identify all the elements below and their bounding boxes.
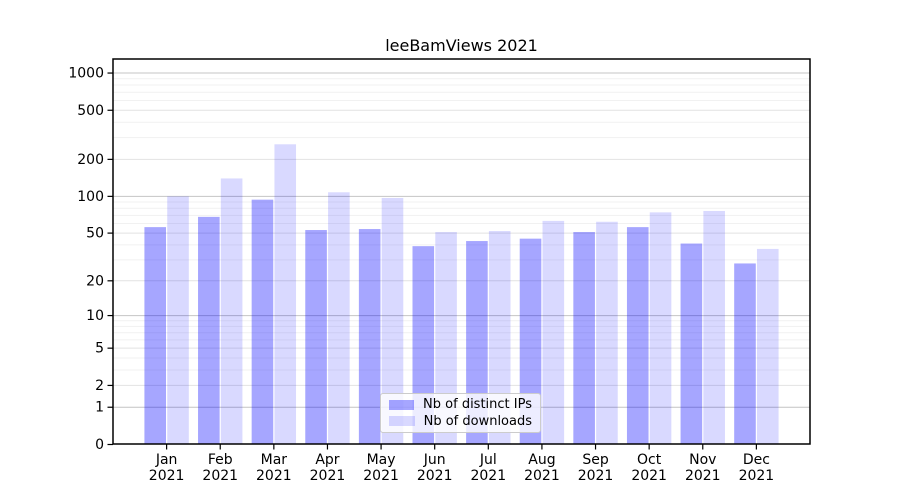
x-tick-label-year: 2021 — [524, 468, 560, 484]
x-tick-label-month: Sep — [582, 452, 609, 468]
bar-downloads — [381, 197, 404, 444]
bar-downloads — [167, 196, 189, 444]
bar-distinct-ips — [573, 232, 595, 444]
bar-downloads — [435, 232, 457, 444]
legend-item-downloads: Nb of downloads — [389, 414, 532, 429]
y-tick-label: 10 — [86, 308, 104, 324]
x-tick-label-month: Dec — [743, 452, 770, 468]
y-tick-label: 200 — [77, 152, 104, 168]
legend-item-distinct-ips: Nb of distinct IPs — [389, 397, 532, 412]
bar-distinct-ips — [680, 243, 703, 444]
x-tick-label-year: 2021 — [310, 468, 346, 484]
y-tick-label: 0 — [95, 437, 104, 453]
bar-distinct-ips — [734, 263, 756, 444]
bar-distinct-ips — [251, 199, 274, 444]
y-tick-label: 5 — [95, 341, 104, 357]
x-tick-label-month: Jul — [479, 452, 497, 468]
bar-downloads — [274, 144, 297, 444]
x-tick-label-month: Oct — [637, 452, 662, 468]
legend-label-distinct-ips: Nb of distinct IPs — [423, 397, 532, 413]
legend: Nb of distinct IPs Nb of downloads — [380, 393, 541, 433]
x-tick-label-year: 2021 — [202, 468, 238, 484]
y-tick-label: 1 — [95, 400, 104, 416]
bar-distinct-ips — [519, 238, 542, 444]
bar-downloads — [596, 221, 618, 444]
legend-label-downloads: Nb of downloads — [423, 413, 532, 429]
bar-downloads — [220, 178, 243, 444]
bar-downloads — [703, 210, 725, 444]
bar-downloads — [649, 212, 672, 444]
bar-distinct-ips — [198, 216, 220, 444]
x-tick-label-month: Aug — [528, 452, 555, 468]
x-tick-label-year: 2021 — [470, 468, 506, 484]
chart-title: leeBamViews 2021 — [385, 36, 538, 55]
legend-swatch-downloads — [389, 416, 415, 427]
y-tick-label: 50 — [86, 226, 104, 242]
x-tick-label-month: Feb — [208, 452, 233, 468]
bar-downloads — [328, 192, 350, 444]
x-tick-label-year: 2021 — [417, 468, 453, 484]
x-tick-label-year: 2021 — [739, 468, 775, 484]
y-tick-label: 1000 — [68, 66, 104, 82]
x-tick-label-year: 2021 — [256, 468, 292, 484]
x-tick-label-year: 2021 — [631, 468, 667, 484]
x-tick-label-year: 2021 — [149, 468, 185, 484]
bar-downloads — [756, 248, 779, 444]
x-tick-label-month: Nov — [689, 452, 716, 468]
x-tick-label-year: 2021 — [363, 468, 399, 484]
y-tick-label: 20 — [86, 273, 104, 289]
x-tick-label-month: Jun — [423, 452, 446, 468]
bar-distinct-ips — [144, 227, 167, 444]
x-tick-label-month: Mar — [261, 452, 288, 468]
bar-distinct-ips — [358, 229, 381, 444]
x-tick-label-year: 2021 — [578, 468, 614, 484]
y-tick-label: 100 — [77, 189, 104, 205]
x-tick-label-month: May — [367, 452, 396, 468]
bar-downloads — [542, 220, 565, 444]
x-tick-label-month: Jan — [155, 452, 178, 468]
bar-downloads — [488, 231, 511, 444]
y-tick-label: 500 — [77, 103, 104, 119]
x-tick-label-year: 2021 — [685, 468, 721, 484]
bar-distinct-ips — [305, 230, 327, 444]
plot-border — [112, 58, 811, 445]
bar-distinct-ips — [626, 227, 649, 444]
y-tick-label: 2 — [95, 378, 104, 394]
legend-swatch-distinct-ips — [389, 399, 415, 410]
x-tick-label-month: Apr — [315, 452, 339, 468]
